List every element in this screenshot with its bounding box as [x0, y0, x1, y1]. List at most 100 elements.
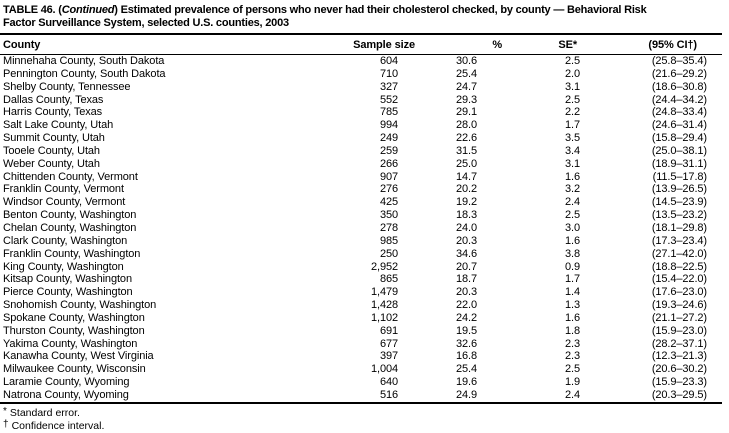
- county-cell: Franklin County, Washington: [3, 247, 141, 260]
- ci-cell: (21.6–29.2): [651, 67, 707, 80]
- table-row: Chelan County, Washington 278 24.0 3.0 (…: [0, 222, 722, 235]
- sample-size-cell: 397: [379, 350, 398, 363]
- county-cell: Pierce County, Washington: [3, 286, 133, 299]
- ci-cell: (24.8–33.4): [651, 106, 707, 119]
- table-row: Salt Lake County, Utah 994 28.0 1.7 (24.…: [0, 119, 722, 132]
- se-cell: 3.8: [565, 247, 580, 260]
- percent-cell: 32.6: [455, 337, 477, 350]
- sample-size-cell: 249: [379, 132, 398, 145]
- percent-cell: 29.3: [455, 93, 477, 106]
- table-row: Pierce County, Washington 1,479 20.3 1.4…: [0, 286, 722, 299]
- county-cell: Windsor County, Vermont: [3, 196, 126, 209]
- footnote-asterisk-symbol: *: [3, 405, 7, 417]
- header-row: County Sample size % SE* (95% CI†): [0, 34, 722, 55]
- county-cell: Benton County, Washington: [3, 209, 137, 222]
- table-row: Natrona County, Wyoming 516 24.9 2.4 (20…: [0, 389, 722, 403]
- sample-size-cell: 259: [379, 144, 398, 157]
- county-cell: Franklin County, Vermont: [3, 183, 124, 196]
- ci-cell: (12.3–21.3): [651, 350, 707, 363]
- se-cell: 1.9: [565, 376, 580, 389]
- ci-cell: (20.6–30.2): [651, 363, 707, 376]
- footnote-text: Confidence interval.: [11, 420, 105, 433]
- ci-cell: (15.4–22.0): [651, 273, 707, 286]
- footnote-standard-error: * Standard error.: [3, 406, 722, 420]
- ci-cell: (14.5–23.9): [651, 196, 707, 209]
- percent-cell: 20.3: [455, 234, 477, 247]
- sample-size-cell: 276: [379, 183, 398, 196]
- table-row: Dallas County, Texas 552 29.3 2.5 (24.4–…: [0, 94, 722, 107]
- se-cell: 3.1: [565, 80, 580, 93]
- footnote-text: Standard error.: [9, 406, 80, 419]
- footnote-dagger-symbol: †: [3, 419, 9, 431]
- table-row: Shelby County, Tennessee 327 24.7 3.1 (1…: [0, 81, 722, 94]
- table-row: Summit County, Utah 249 22.6 3.5 (15.8–2…: [0, 132, 722, 145]
- column-header-percent: %: [420, 34, 507, 55]
- footnotes: * Standard error. † Confidence interval.: [0, 404, 722, 433]
- se-cell: 3.5: [565, 132, 580, 145]
- ci-cell: (19.3–24.6): [651, 299, 707, 312]
- se-cell: 2.5: [565, 93, 580, 106]
- percent-cell: 34.6: [455, 247, 477, 260]
- table-row: Harris County, Texas 785 29.1 2.2 (24.8–…: [0, 106, 722, 119]
- table-title: TABLE 46. (Continued) Estimated prevalen…: [0, 4, 722, 33]
- ci-cell: (15.8–29.4): [651, 132, 707, 145]
- percent-cell: 24.2: [455, 311, 477, 324]
- se-cell: 2.3: [565, 350, 580, 363]
- sample-size-cell: 1,428: [370, 299, 398, 312]
- sample-size-cell: 604: [379, 55, 398, 67]
- column-header-county: County: [0, 34, 315, 55]
- percent-cell: 25.4: [455, 363, 477, 376]
- table-row: Spokane County, Washington 1,102 24.2 1.…: [0, 312, 722, 325]
- table-row: Kitsap County, Washington 865 18.7 1.7 (…: [0, 273, 722, 286]
- ci-cell: (28.2–37.1): [651, 337, 707, 350]
- percent-cell: 18.3: [455, 209, 477, 222]
- percent-cell: 28.0: [455, 119, 477, 132]
- percent-cell: 16.8: [455, 350, 477, 363]
- ci-cell: (15.9–23.3): [651, 376, 707, 389]
- table-row: Kanawha County, West Virginia 397 16.8 2…: [0, 350, 722, 363]
- county-cell: Snohomish County, Washington: [3, 299, 157, 312]
- se-cell: 1.8: [565, 324, 580, 337]
- county-cell: Summit County, Utah: [3, 132, 105, 145]
- table-row: Milwaukee County, Wisconsin 1,004 25.4 2…: [0, 363, 722, 376]
- sample-size-cell: 1,102: [370, 311, 398, 324]
- column-header-se: SE*: [507, 34, 582, 55]
- se-cell: 2.5: [565, 363, 580, 376]
- percent-cell: 14.7: [455, 170, 477, 183]
- ci-cell: (18.9–31.1): [651, 157, 707, 170]
- table-title-rest: ) Estimated prevalence of persons who ne…: [114, 4, 647, 16]
- percent-cell: 19.2: [455, 196, 477, 209]
- table-row: Pennington County, South Dakota 710 25.4…: [0, 68, 722, 81]
- ci-cell: (25.8–35.4): [651, 55, 707, 67]
- sample-size-cell: 907: [379, 170, 398, 183]
- percent-cell: 22.6: [455, 132, 477, 145]
- prevalence-table: County Sample size % SE* (95% CI†) Minne…: [0, 33, 722, 404]
- table-row: Chittenden County, Vermont 907 14.7 1.6 …: [0, 171, 722, 184]
- sample-size-cell: 327: [379, 80, 398, 93]
- percent-cell: 18.7: [455, 273, 477, 286]
- sample-size-cell: 552: [379, 93, 398, 106]
- sample-size-cell: 1,479: [370, 286, 398, 299]
- se-cell: 1.7: [565, 273, 580, 286]
- se-cell: 2.5: [565, 209, 580, 222]
- percent-cell: 25.0: [455, 157, 477, 170]
- se-cell: 3.1: [565, 157, 580, 170]
- percent-cell: 19.5: [455, 324, 477, 337]
- ci-cell: (25.0–38.1): [651, 144, 707, 157]
- county-cell: Shelby County, Tennessee: [3, 80, 131, 93]
- se-cell: 1.3: [565, 299, 580, 312]
- table-row: Clark County, Washington 985 20.3 1.6 (1…: [0, 235, 722, 248]
- table-row: Snohomish County, Washington 1,428 22.0 …: [0, 299, 722, 312]
- county-cell: Natrona County, Wyoming: [3, 388, 129, 401]
- ci-cell: (11.5–17.8): [652, 170, 707, 183]
- county-cell: Harris County, Texas: [3, 106, 103, 119]
- county-cell: Milwaukee County, Wisconsin: [3, 363, 146, 376]
- percent-cell: 24.9: [455, 388, 477, 401]
- percent-cell: 24.0: [455, 221, 477, 234]
- se-cell: 1.4: [565, 286, 580, 299]
- table-row: Minnehaha County, South Dakota 604 30.6 …: [0, 55, 722, 68]
- table-title-line2: Factor Surveillance System, selected U.S…: [3, 17, 289, 29]
- se-cell: 1.6: [565, 170, 580, 183]
- se-cell: 2.4: [565, 196, 580, 209]
- ci-cell: (15.9–23.0): [651, 324, 707, 337]
